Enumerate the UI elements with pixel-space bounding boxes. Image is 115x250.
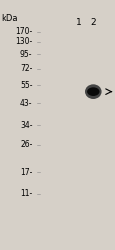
Text: 43-: 43- — [20, 99, 32, 108]
Text: 130-: 130- — [15, 37, 32, 46]
Text: kDa: kDa — [1, 14, 17, 22]
Text: 170-: 170- — [15, 27, 32, 36]
Text: 95-: 95- — [20, 50, 32, 59]
Text: 55-: 55- — [20, 81, 32, 90]
Text: 17-: 17- — [20, 168, 32, 177]
Text: 2: 2 — [90, 18, 95, 27]
Ellipse shape — [84, 84, 101, 99]
Text: 72-: 72- — [20, 64, 32, 73]
Text: 34-: 34- — [20, 120, 32, 130]
Text: 26-: 26- — [20, 140, 32, 149]
Text: 11-: 11- — [20, 190, 32, 198]
Ellipse shape — [86, 87, 99, 96]
Text: 1: 1 — [75, 18, 81, 27]
